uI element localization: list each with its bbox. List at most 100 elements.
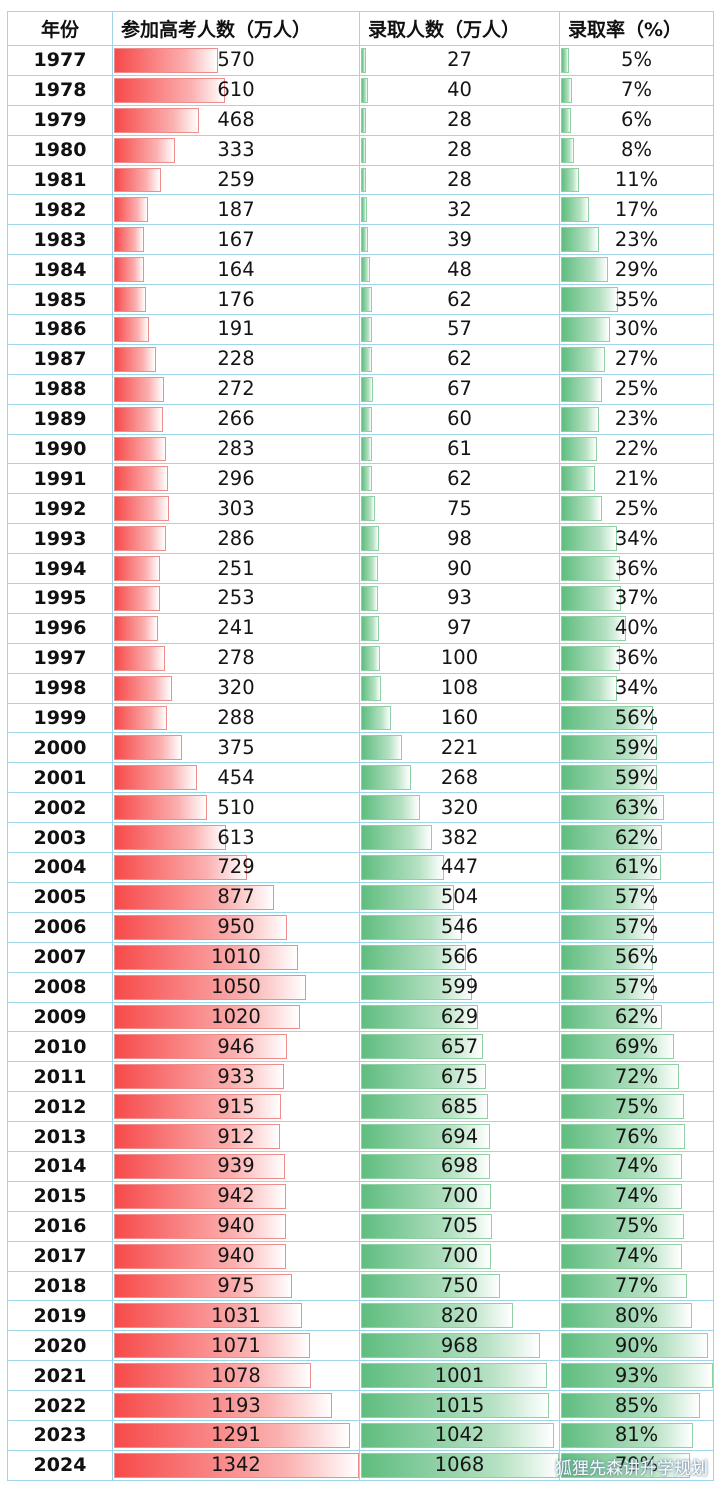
table-row: 1992 303 75 25% (7, 493, 714, 525)
admitted-value: 28 (447, 168, 472, 191)
admitted-value: 675 (440, 1064, 479, 1088)
examinees-value: 1193 (211, 1393, 261, 1417)
examinees-value: 266 (217, 407, 255, 431)
examinees-cell: 1078 (112, 1360, 360, 1392)
examinees-cell: 278 (112, 642, 360, 674)
admitted-bar (361, 137, 367, 163)
rate-value: 77% (614, 1273, 659, 1297)
examinees-value: 1071 (211, 1333, 261, 1357)
rate-cell: 62% (559, 822, 714, 854)
rate-value: 75% (614, 1214, 659, 1238)
rate-cell: 40% (559, 612, 714, 644)
examinees-cell: 320 (112, 672, 360, 704)
admitted-value: 382 (440, 825, 479, 849)
admitted-cell: 546 (359, 911, 560, 943)
examinees-bar (114, 77, 226, 103)
table-row: 2002 510 320 63% (7, 792, 714, 824)
admitted-bar (361, 1064, 487, 1090)
examinees-cell: 303 (112, 493, 360, 525)
examinees-value: 167 (217, 227, 255, 251)
admitted-bar (361, 1422, 555, 1448)
rate-value: 74% (614, 1184, 659, 1208)
admitted-cell: 28 (359, 164, 560, 196)
admitted-bar (361, 1153, 491, 1179)
admitted-bar (361, 914, 463, 940)
year-cell: 2020 (7, 1330, 113, 1362)
rate-value: 34% (614, 526, 659, 550)
examinees-bar (114, 376, 164, 402)
rate-value: 85% (614, 1393, 659, 1417)
rate-cell: 85% (559, 1390, 714, 1421)
examinees-value: 303 (217, 496, 255, 520)
examinees-cell: 375 (112, 732, 360, 764)
rate-cell: 8% (559, 134, 714, 166)
rate-cell: 63% (559, 792, 714, 824)
table-row: 2011 933 675 72% (7, 1061, 714, 1093)
rate-cell: 23% (559, 224, 714, 256)
examinees-cell: 454 (112, 762, 360, 794)
examinees-value: 454 (217, 765, 255, 789)
admitted-cell: 320 (359, 792, 560, 824)
examinees-cell: 940 (112, 1240, 360, 1272)
year-cell: 1990 (7, 433, 113, 465)
table-row: 2000 375 221 59% (7, 732, 714, 764)
examinees-value: 468 (217, 108, 255, 132)
rate-cell: 59% (559, 762, 714, 794)
admitted-value: 62 (447, 347, 472, 371)
rate-value: 81% (614, 1423, 659, 1447)
table-row: 1979 468 28 6% (7, 104, 714, 136)
examinees-cell: 975 (112, 1270, 360, 1302)
year-cell: 1979 (7, 104, 113, 136)
rate-value: 80% (614, 1303, 659, 1327)
rate-bar (561, 1034, 674, 1060)
admitted-value: 1001 (434, 1363, 485, 1387)
admitted-value: 100 (440, 646, 479, 670)
rate-cell: 57% (559, 881, 714, 913)
year-cell: 2005 (7, 881, 113, 913)
rate-cell: 35% (559, 284, 714, 316)
rate-bar (561, 137, 575, 163)
year-cell: 2008 (7, 971, 113, 1003)
examinees-bar (114, 1183, 286, 1209)
examinees-value: 1031 (211, 1303, 261, 1327)
rate-value: 35% (614, 287, 659, 311)
year-cell: 2018 (7, 1270, 113, 1302)
admitted-cell: 1015 (359, 1390, 560, 1421)
admitted-value: 820 (440, 1303, 479, 1327)
examinees-bar (114, 705, 167, 731)
rate-bar (561, 855, 661, 880)
examinees-bar (114, 1064, 285, 1090)
examinees-cell: 288 (112, 702, 360, 734)
rate-bar (561, 197, 589, 223)
year-cell: 2002 (7, 792, 113, 824)
admitted-cell: 221 (359, 732, 560, 764)
admitted-value: 221 (440, 735, 479, 759)
examinees-value: 241 (217, 616, 255, 640)
examinees-bar (114, 1303, 303, 1329)
table-row: 2009 1020 629 62% (7, 1001, 714, 1033)
table-row: 1991 296 62 21% (7, 463, 714, 495)
rate-value: 40% (614, 616, 659, 640)
rate-cell: 72% (559, 1061, 714, 1093)
examinees-value: 191 (217, 317, 255, 341)
rate-bar (561, 645, 620, 671)
admitted-value: 62 (447, 466, 472, 490)
rate-cell: 57% (559, 911, 714, 943)
examinees-bar (114, 346, 156, 372)
table-row: 2001 454 268 59% (7, 762, 714, 794)
examinees-value: 272 (217, 377, 255, 401)
examinees-bar (114, 406, 163, 432)
table-row: 1980 333 28 8% (7, 134, 714, 166)
rate-value: 23% (614, 227, 659, 251)
year-cell: 1994 (7, 553, 113, 585)
examinees-bar (114, 317, 149, 342)
rate-value: 57% (614, 885, 659, 909)
examinees-bar (114, 974, 306, 1000)
examinees-value: 915 (217, 1094, 255, 1118)
year-cell: 1996 (7, 612, 113, 644)
rate-cell: 61% (559, 852, 714, 883)
admitted-cell: 694 (359, 1121, 560, 1152)
examinees-value: 320 (217, 676, 255, 700)
rate-value: 34% (614, 676, 659, 700)
examinees-cell: 228 (112, 343, 360, 375)
